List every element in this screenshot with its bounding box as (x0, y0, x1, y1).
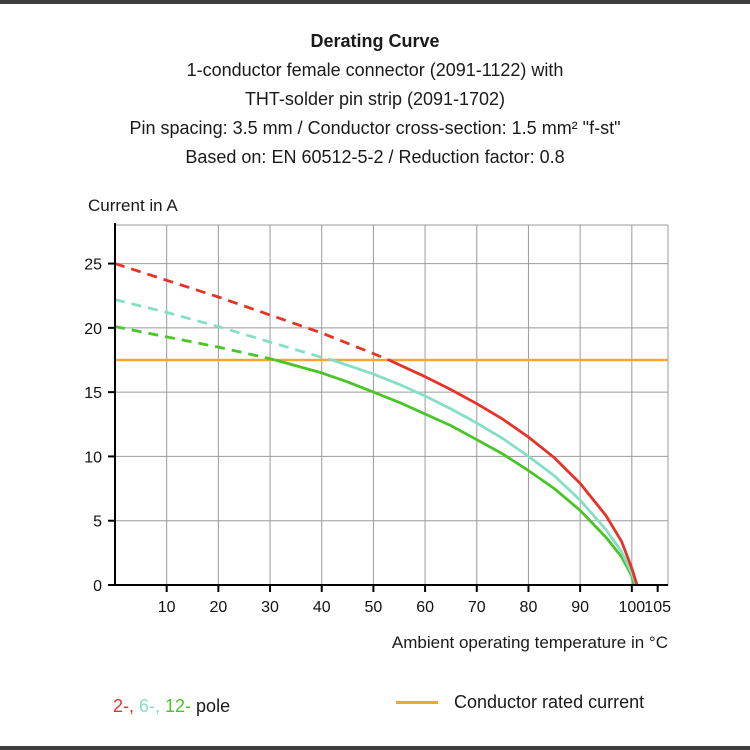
chart-title: Derating Curve (310, 31, 440, 51)
chart-subtitle-line-1: 1-conductor female connector (2091-1122)… (186, 60, 564, 80)
svg-text:10: 10 (84, 449, 102, 466)
svg-text:70: 70 (468, 599, 486, 616)
svg-text:40: 40 (313, 599, 331, 616)
rated-current-label: Conductor rated current (454, 692, 645, 712)
svg-text:5: 5 (93, 514, 102, 531)
chart-subtitle-line-3: Pin spacing: 3.5 mm / Conductor cross-se… (129, 118, 621, 138)
svg-text:60: 60 (416, 599, 434, 616)
svg-text:15: 15 (84, 385, 102, 402)
y-axis-title: Current in A (88, 196, 178, 215)
chart-header: Derating Curve 1-conductor female connec… (0, 27, 750, 172)
series-6-pole (114, 298, 638, 586)
svg-text:20: 20 (84, 321, 102, 338)
legend-pole-suffix: pole (196, 696, 231, 716)
svg-text:50: 50 (365, 599, 383, 616)
svg-text:25: 25 (84, 257, 102, 274)
axes (114, 223, 668, 586)
legend-poles: 2-, 6-, 12- pole (113, 696, 235, 717)
svg-text:20: 20 (209, 599, 227, 616)
svg-text:0: 0 (93, 578, 102, 595)
legend-rated-current: Conductor rated current (396, 692, 644, 713)
chart-subtitle-line-2: THT-solder pin strip (2091-1702) (244, 89, 506, 109)
x-axis-title: Ambient operating temperature in °C (391, 633, 668, 652)
chart-subtitle-line-4: Based on: EN 60512-5-2 / Reduction facto… (185, 147, 565, 167)
legend-pole-0: 2-, (113, 696, 135, 716)
series-2-pole (114, 262, 639, 586)
legend-pole-2: 12- (165, 696, 192, 716)
top-border-bar (0, 0, 750, 4)
svg-text:90: 90 (571, 599, 589, 616)
series-12-pole (114, 325, 636, 586)
svg-text:10: 10 (158, 599, 176, 616)
svg-text:80: 80 (520, 599, 538, 616)
grid-lines (115, 224, 669, 585)
rated-current-line-swatch (396, 701, 438, 704)
svg-text:100: 100 (618, 599, 645, 616)
legend-pole-1: 6-, (139, 696, 161, 716)
svg-text:105: 105 (644, 599, 671, 616)
tick-labels: 0 5 10 15 20 25 10 20 30 40 50 60 70 80 90 100 105 (84, 257, 671, 616)
bottom-border-bar (0, 746, 750, 750)
svg-text:30: 30 (261, 599, 279, 616)
